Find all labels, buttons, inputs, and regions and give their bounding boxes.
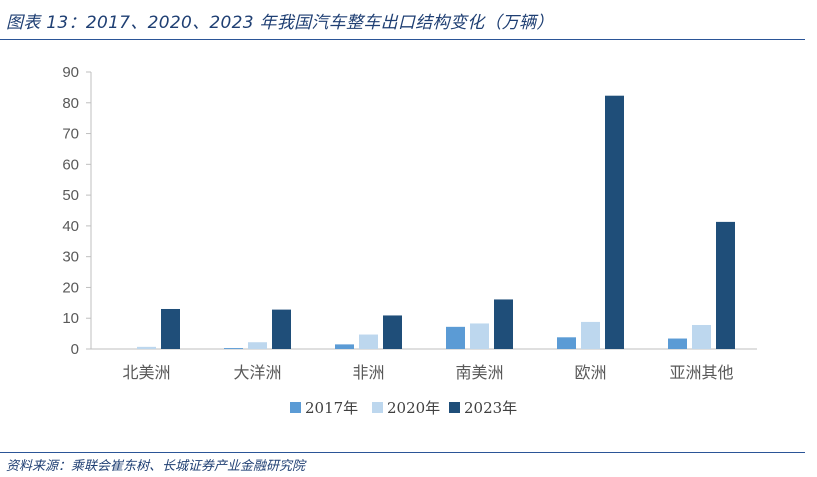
bar <box>605 95 624 350</box>
x-category-label: 欧洲 <box>574 363 606 382</box>
y-tick-label: 90 <box>62 64 79 81</box>
title-divider <box>0 39 805 40</box>
bars <box>137 95 735 350</box>
bar <box>557 337 576 349</box>
x-category-label: 亚洲其他 <box>669 363 733 382</box>
bar <box>446 326 465 349</box>
bar <box>359 334 378 349</box>
y-tick-label: 80 <box>62 95 79 112</box>
x-category-label: 北美洲 <box>122 363 170 382</box>
x-axis: 北美洲 大洋洲 非洲 南美洲 欧洲 亚洲其他 <box>91 348 757 382</box>
source-divider <box>0 452 805 453</box>
legend: 2017年 2020年 2023年 <box>290 399 517 417</box>
y-tick-label: 10 <box>62 310 79 327</box>
legend-swatch <box>449 402 460 413</box>
legend-label: 2023年 <box>464 399 517 417</box>
bar <box>335 344 354 349</box>
y-tick-label: 70 <box>62 126 79 143</box>
y-tick-label: 20 <box>62 279 79 296</box>
x-category-label: 非洲 <box>352 363 384 382</box>
y-tick-label: 60 <box>62 156 79 173</box>
legend-swatch <box>372 402 383 413</box>
legend-label: 2020年 <box>387 399 440 417</box>
bar <box>668 338 687 349</box>
bar <box>161 308 180 349</box>
y-axis: 0 10 20 30 40 50 60 70 80 90 <box>62 64 92 358</box>
bar <box>137 346 156 349</box>
bar <box>248 342 267 349</box>
x-category-label: 大洋洲 <box>233 363 281 382</box>
y-tick-label: 30 <box>62 249 79 266</box>
legend-label: 2017年 <box>305 399 358 417</box>
y-tick-label: 40 <box>62 218 79 235</box>
bar <box>383 315 402 349</box>
bar <box>224 348 243 349</box>
bar-chart: 0 10 20 30 40 50 60 70 80 90 北美洲 大洋洲 非洲 南美洲 欧洲 亚洲其他 20… <box>62 64 757 417</box>
source-note: 资料来源：乘联会崔东树、长城证券产业金融研究院 <box>6 459 306 474</box>
bar <box>470 323 489 349</box>
bar <box>494 299 513 349</box>
bar <box>692 324 711 349</box>
y-tick-label: 0 <box>71 341 79 358</box>
figure-title: 图表 13：2017、2020、2023 年我国汽车整车出口结构变化（万辆） <box>6 13 554 33</box>
legend-swatch <box>290 402 301 413</box>
bar <box>581 321 600 349</box>
bar <box>272 309 291 349</box>
bar <box>716 221 735 349</box>
y-tick-label: 50 <box>62 187 79 204</box>
x-category-label: 南美洲 <box>455 363 503 382</box>
